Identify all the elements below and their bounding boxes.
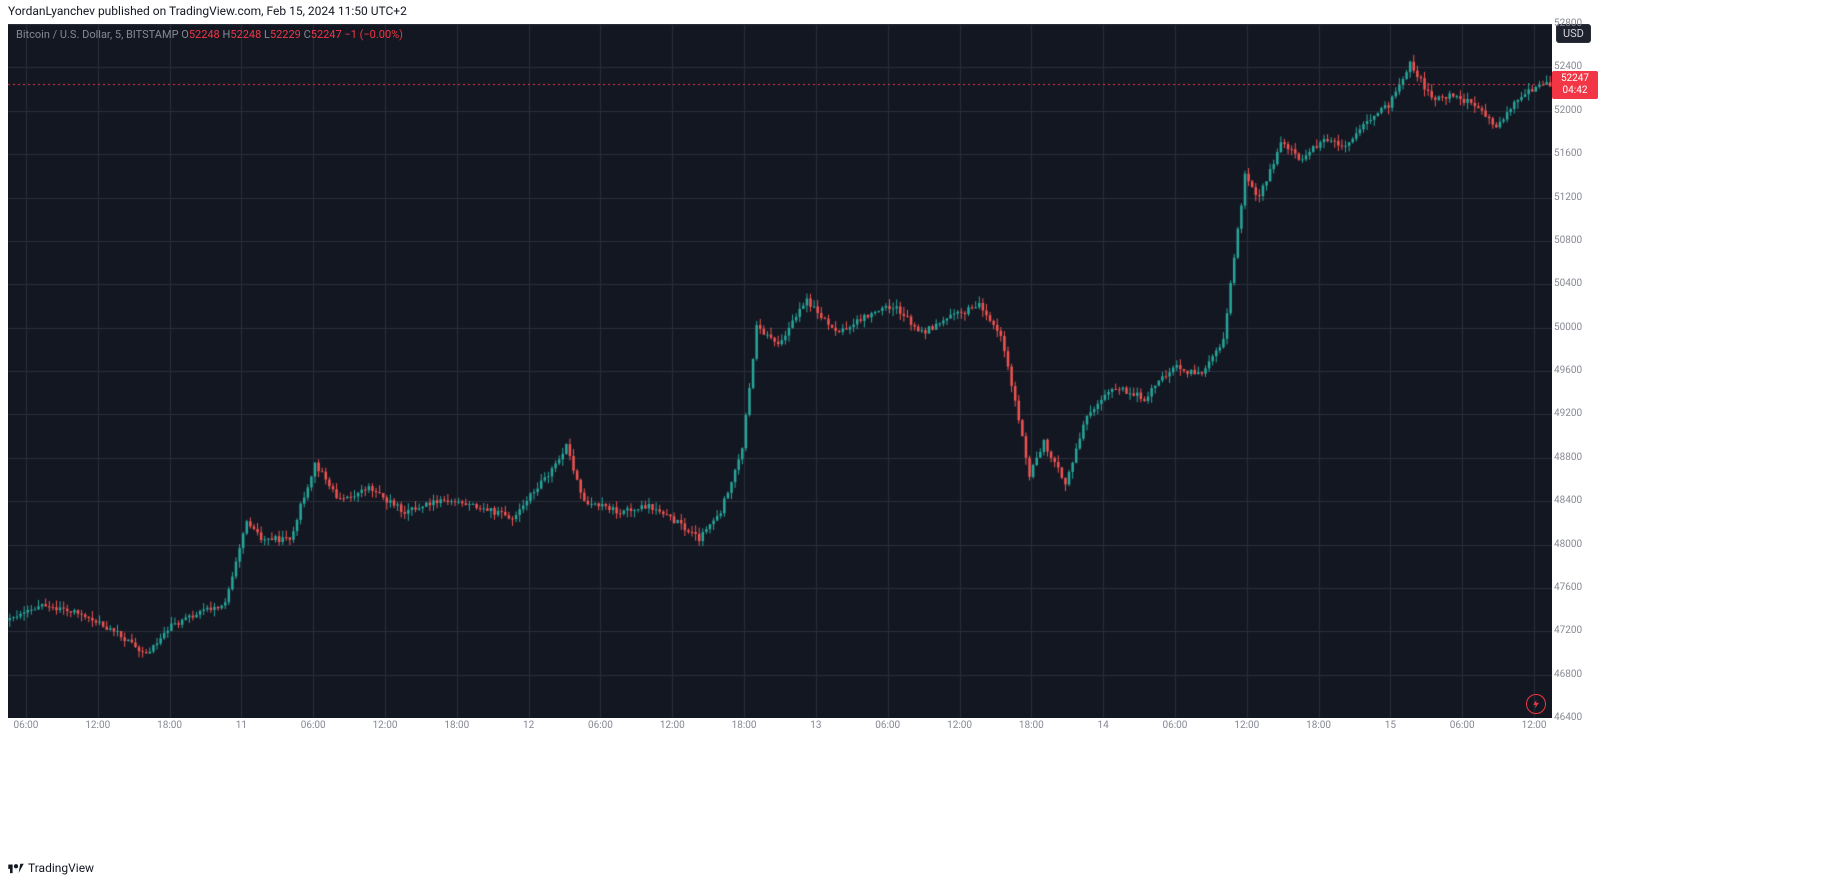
- x-tick: 12:00: [1234, 720, 1259, 731]
- y-tick: 50800: [1554, 235, 1598, 246]
- x-tick: 11: [236, 720, 247, 731]
- y-axis: 4640046800472004760048000484004880049200…: [1552, 24, 1602, 718]
- x-tick: 12:00: [1522, 720, 1547, 731]
- y-tick: 51200: [1554, 192, 1598, 203]
- y-tick: 48400: [1554, 495, 1598, 506]
- x-tick: 12:00: [660, 720, 685, 731]
- x-tick: 12:00: [373, 720, 398, 731]
- y-tick: 47200: [1554, 625, 1598, 636]
- y-tick: 48000: [1554, 539, 1598, 550]
- x-tick: 14: [1098, 720, 1109, 731]
- x-tick: 18:00: [732, 720, 757, 731]
- x-tick: 18:00: [444, 720, 469, 731]
- x-tick: 18:00: [1019, 720, 1044, 731]
- y-tick: 50400: [1554, 278, 1598, 289]
- x-tick: 06:00: [301, 720, 326, 731]
- candlestick-canvas: [8, 24, 1552, 718]
- x-tick: 06:00: [14, 720, 39, 731]
- x-tick: 12:00: [947, 720, 972, 731]
- y-tick: 50000: [1554, 322, 1598, 333]
- y-tick: 46800: [1554, 669, 1598, 680]
- tradingview-logo-icon: [8, 862, 24, 874]
- x-tick: 18:00: [1306, 720, 1331, 731]
- x-tick: 06:00: [1163, 720, 1188, 731]
- x-axis: 06:00 12:00 18:00 11 06:00 12:00 18:00 12 06:00 1…: [8, 718, 1552, 738]
- y-tick: 46400: [1554, 712, 1598, 723]
- x-tick: 12:00: [85, 720, 110, 731]
- y-tick: 51600: [1554, 148, 1598, 159]
- x-tick: 12: [523, 720, 534, 731]
- publish-line: YordanLyanchev published on TradingView.…: [8, 4, 407, 22]
- y-tick: 47600: [1554, 582, 1598, 593]
- x-tick: 18:00: [157, 720, 182, 731]
- chart-area[interactable]: Bitcoin / U.S. Dollar, 5, BITSTAMP O5224…: [8, 24, 1552, 718]
- y-tick: 48800: [1554, 452, 1598, 463]
- attribution: TradingView: [8, 861, 94, 875]
- y-tick: 52000: [1554, 105, 1598, 116]
- y-tick: 52800: [1554, 18, 1598, 29]
- current-price-tag: 52247 04:42: [1552, 71, 1598, 99]
- x-tick: 15: [1385, 720, 1396, 731]
- x-tick: 06:00: [1450, 720, 1475, 731]
- y-tick: 49200: [1554, 408, 1598, 419]
- ohlc-legend: Bitcoin / U.S. Dollar, 5, BITSTAMP O5224…: [16, 28, 403, 41]
- x-tick: 06:00: [588, 720, 613, 731]
- flash-icon[interactable]: [1526, 694, 1546, 714]
- y-tick: 49600: [1554, 365, 1598, 376]
- x-tick: 13: [810, 720, 821, 731]
- x-tick: 06:00: [875, 720, 900, 731]
